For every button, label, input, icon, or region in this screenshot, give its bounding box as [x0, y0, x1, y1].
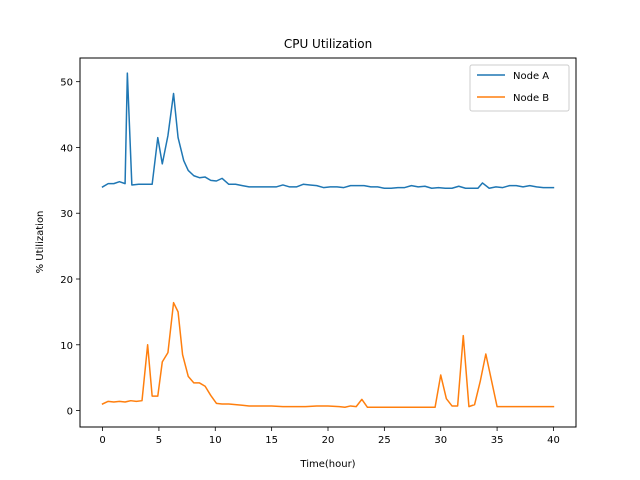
x-tick-label: 0	[99, 435, 105, 446]
series-layer	[101, 72, 555, 409]
y-tick-label: 30	[60, 209, 73, 220]
x-tick-label: 40	[547, 435, 560, 446]
y-tick-label: 40	[60, 143, 73, 154]
legend: Node A Node B	[469, 64, 570, 112]
series-line-node-b	[101, 301, 555, 409]
x-tick-label: 15	[265, 435, 278, 446]
chart-title: CPU Utilization	[284, 37, 372, 51]
legend-box	[469, 64, 570, 112]
series-line-node-a	[101, 72, 555, 189]
x-tick-label: 35	[491, 435, 504, 446]
x-tick-label: 5	[156, 435, 162, 446]
x-tick-label: 20	[322, 435, 335, 446]
x-tick-label: 30	[434, 435, 447, 446]
x-tick-label: 25	[378, 435, 391, 446]
legend-label-node-b: Node B	[513, 93, 549, 104]
x-axis-title: Time(hour)	[299, 459, 355, 470]
y-tick-label: 50	[60, 78, 73, 89]
y-axis-title: % Utilization	[35, 211, 46, 274]
legend-label-node-a: Node A	[513, 71, 549, 82]
y-tick-label: 20	[60, 275, 73, 286]
x-tick-label: 10	[209, 435, 222, 446]
y-tick-label: 0	[67, 407, 73, 418]
y-axis: 0 10 20 30 40 50	[60, 78, 80, 418]
y-tick-label: 10	[60, 341, 73, 352]
x-axis: 0 5 10 15 20 25 30 35 40	[99, 427, 560, 446]
